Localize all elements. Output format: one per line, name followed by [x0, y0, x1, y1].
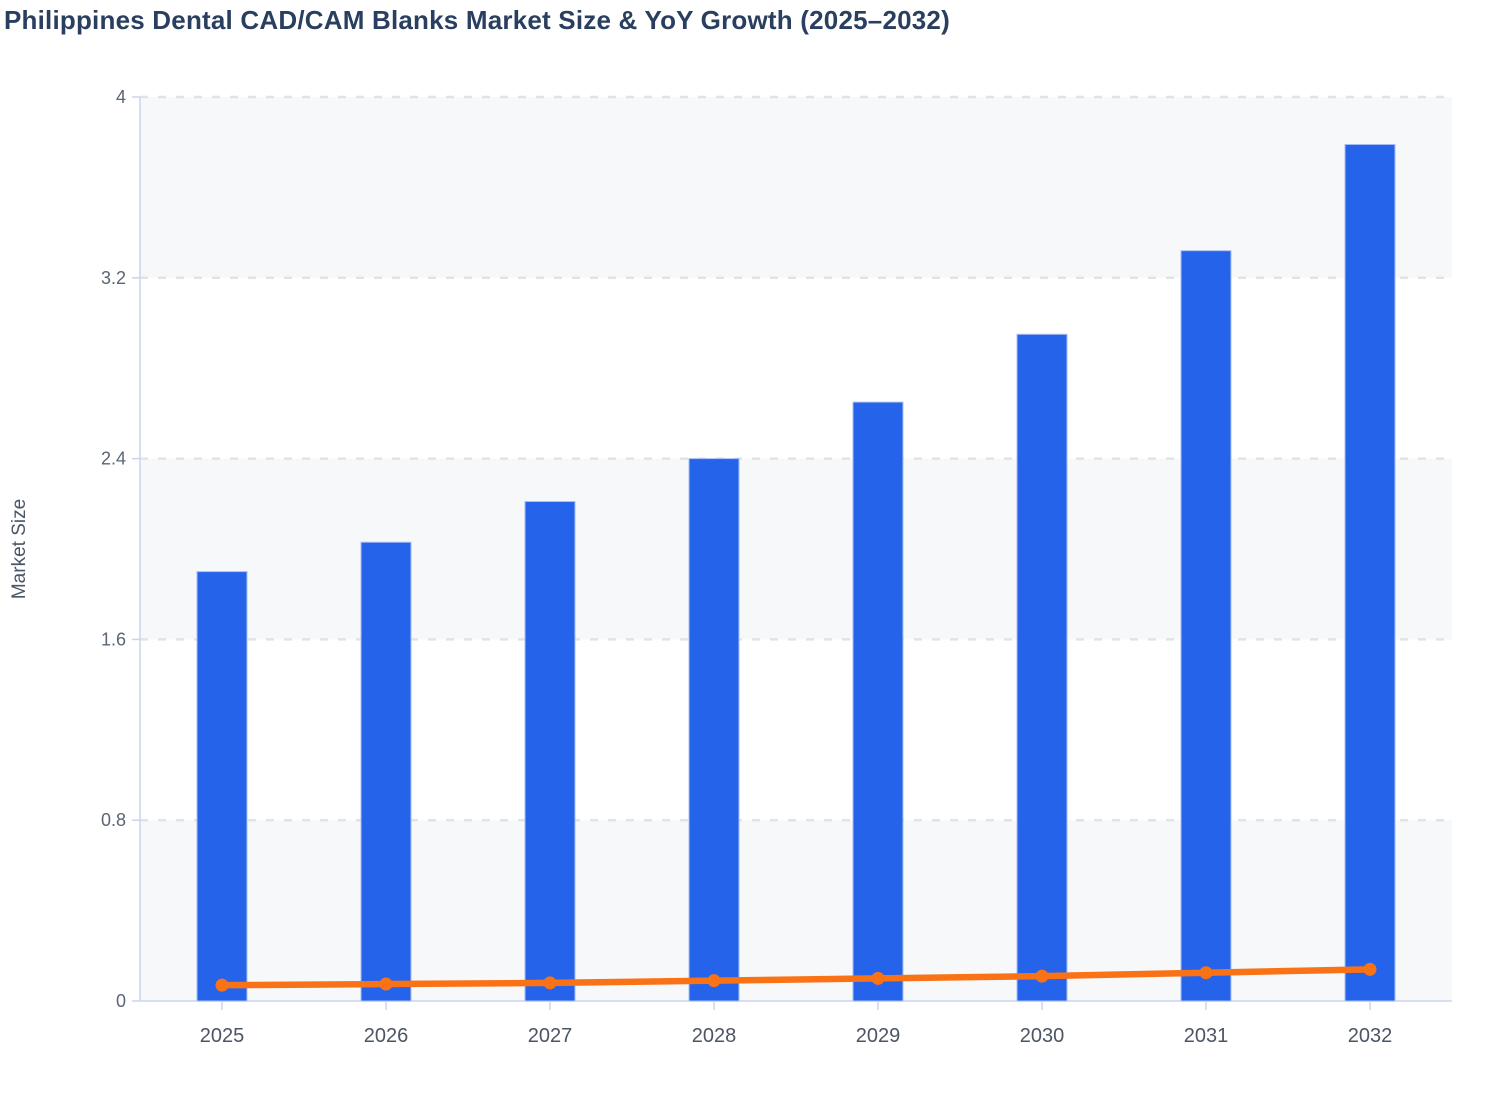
bar-2026[interactable]: [360, 541, 412, 1002]
bar-2032[interactable]: [1344, 143, 1396, 1002]
x-tick-label-2029: 2029: [856, 1025, 901, 1047]
line-point-2026[interactable]: [379, 977, 393, 991]
y-tick-label: 1.6: [101, 629, 126, 649]
y-tick-label: 0.8: [101, 810, 126, 830]
y-tick-label: 4: [116, 87, 126, 107]
line-point-2029[interactable]: [871, 971, 885, 985]
chart-title: Philippines Dental CAD/CAM Blanks Market…: [4, 5, 950, 35]
line-point-2030[interactable]: [1035, 969, 1049, 983]
line-point-2031[interactable]: [1199, 966, 1213, 980]
line-point-2032[interactable]: [1363, 962, 1377, 976]
plot-band: [140, 458, 1452, 640]
yoy-growth-line: [218, 966, 1374, 989]
y-tick-label: 0: [116, 991, 126, 1011]
y-tick-label: 2.4: [101, 449, 126, 469]
bar-2030[interactable]: [1016, 333, 1068, 1002]
plot-band: [140, 97, 1452, 278]
x-tick-label-2030: 2030: [1020, 1025, 1065, 1047]
bar-2029[interactable]: [852, 401, 904, 1002]
x-tick-label-2027: 2027: [528, 1025, 573, 1047]
bar-2031[interactable]: [1180, 250, 1232, 1002]
y-tick-label: 3.2: [101, 268, 126, 288]
x-tick-label-2026: 2026: [364, 1025, 409, 1047]
bar-2028[interactable]: [688, 458, 740, 1002]
x-tick-label-2032: 2032: [1348, 1025, 1393, 1047]
x-tick-label-2031: 2031: [1184, 1025, 1229, 1047]
line-point-2027[interactable]: [543, 976, 557, 990]
bar-2025[interactable]: [196, 571, 248, 1002]
line-point-2025[interactable]: [215, 978, 229, 992]
x-tick-label-2025: 2025: [200, 1025, 245, 1047]
bar-2027[interactable]: [524, 501, 576, 1002]
x-tick-label-2028: 2028: [692, 1025, 737, 1047]
line-point-2028[interactable]: [707, 974, 721, 988]
